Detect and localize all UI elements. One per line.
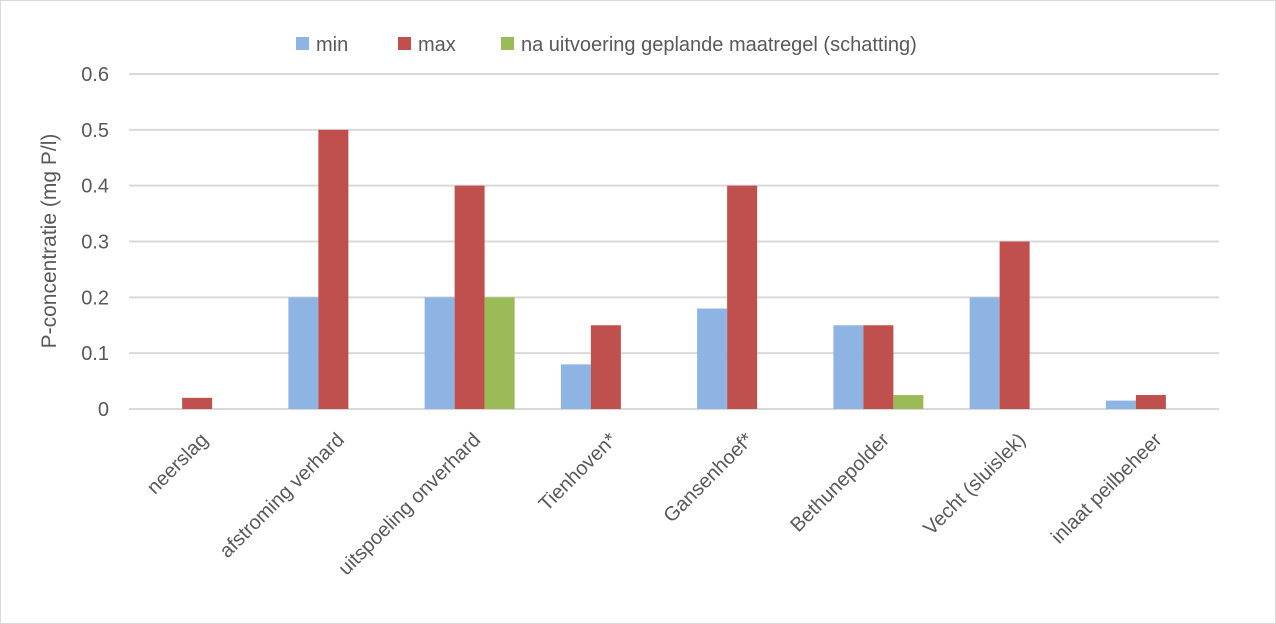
bar bbox=[893, 395, 924, 409]
bars bbox=[182, 129, 1166, 410]
bar bbox=[590, 325, 621, 409]
bar bbox=[727, 185, 758, 409]
bar bbox=[863, 325, 894, 409]
y-tick-label: 0.1 bbox=[81, 343, 109, 365]
category-label: Gansenhoef* bbox=[660, 429, 758, 527]
bar bbox=[833, 325, 864, 409]
legend-swatch bbox=[501, 37, 514, 50]
bar bbox=[969, 297, 1000, 409]
category-label: neerslag bbox=[143, 429, 213, 499]
bar bbox=[697, 308, 728, 409]
category-label: Vecht (sluislek) bbox=[919, 429, 1030, 540]
y-tick-label: 0 bbox=[98, 399, 109, 421]
category-label: inlaat peilbeheer bbox=[1047, 429, 1167, 549]
y-axis-title: P-concentratie (mg P/l) bbox=[38, 134, 61, 349]
legend-label: max bbox=[418, 34, 456, 56]
bar bbox=[1135, 395, 1166, 409]
y-tick-label: 0.3 bbox=[81, 232, 109, 254]
y-tick-labels: 0 0.1 0.2 0.3 0.4 0.5 0.6 bbox=[81, 64, 109, 421]
y-tick-label: 0.2 bbox=[81, 287, 109, 309]
bar bbox=[454, 185, 485, 409]
bar bbox=[999, 241, 1030, 409]
category-label: afstroming verhard bbox=[215, 429, 348, 562]
legend-swatch bbox=[398, 37, 411, 50]
legend: min max na uitvoering geplande maatregel (… bbox=[296, 34, 917, 56]
legend-swatch bbox=[296, 37, 309, 50]
y-tick-label: 0.4 bbox=[81, 176, 109, 198]
bar bbox=[484, 297, 515, 409]
y-tick-label: 0.6 bbox=[81, 64, 109, 86]
bar bbox=[182, 397, 213, 409]
bar bbox=[1105, 400, 1136, 409]
category-label: Bethunepolder bbox=[786, 429, 894, 537]
bar bbox=[318, 129, 349, 410]
bar bbox=[424, 297, 455, 409]
legend-label: na uitvoering geplande maatregel (schatt… bbox=[521, 34, 917, 56]
y-tick-label: 0.5 bbox=[81, 120, 109, 142]
bar bbox=[560, 364, 591, 409]
category-label: uitspoeling onverhard bbox=[334, 429, 485, 580]
category-label: Tienhoven* bbox=[535, 429, 622, 516]
bar bbox=[288, 297, 319, 409]
legend-label: min bbox=[316, 34, 348, 56]
